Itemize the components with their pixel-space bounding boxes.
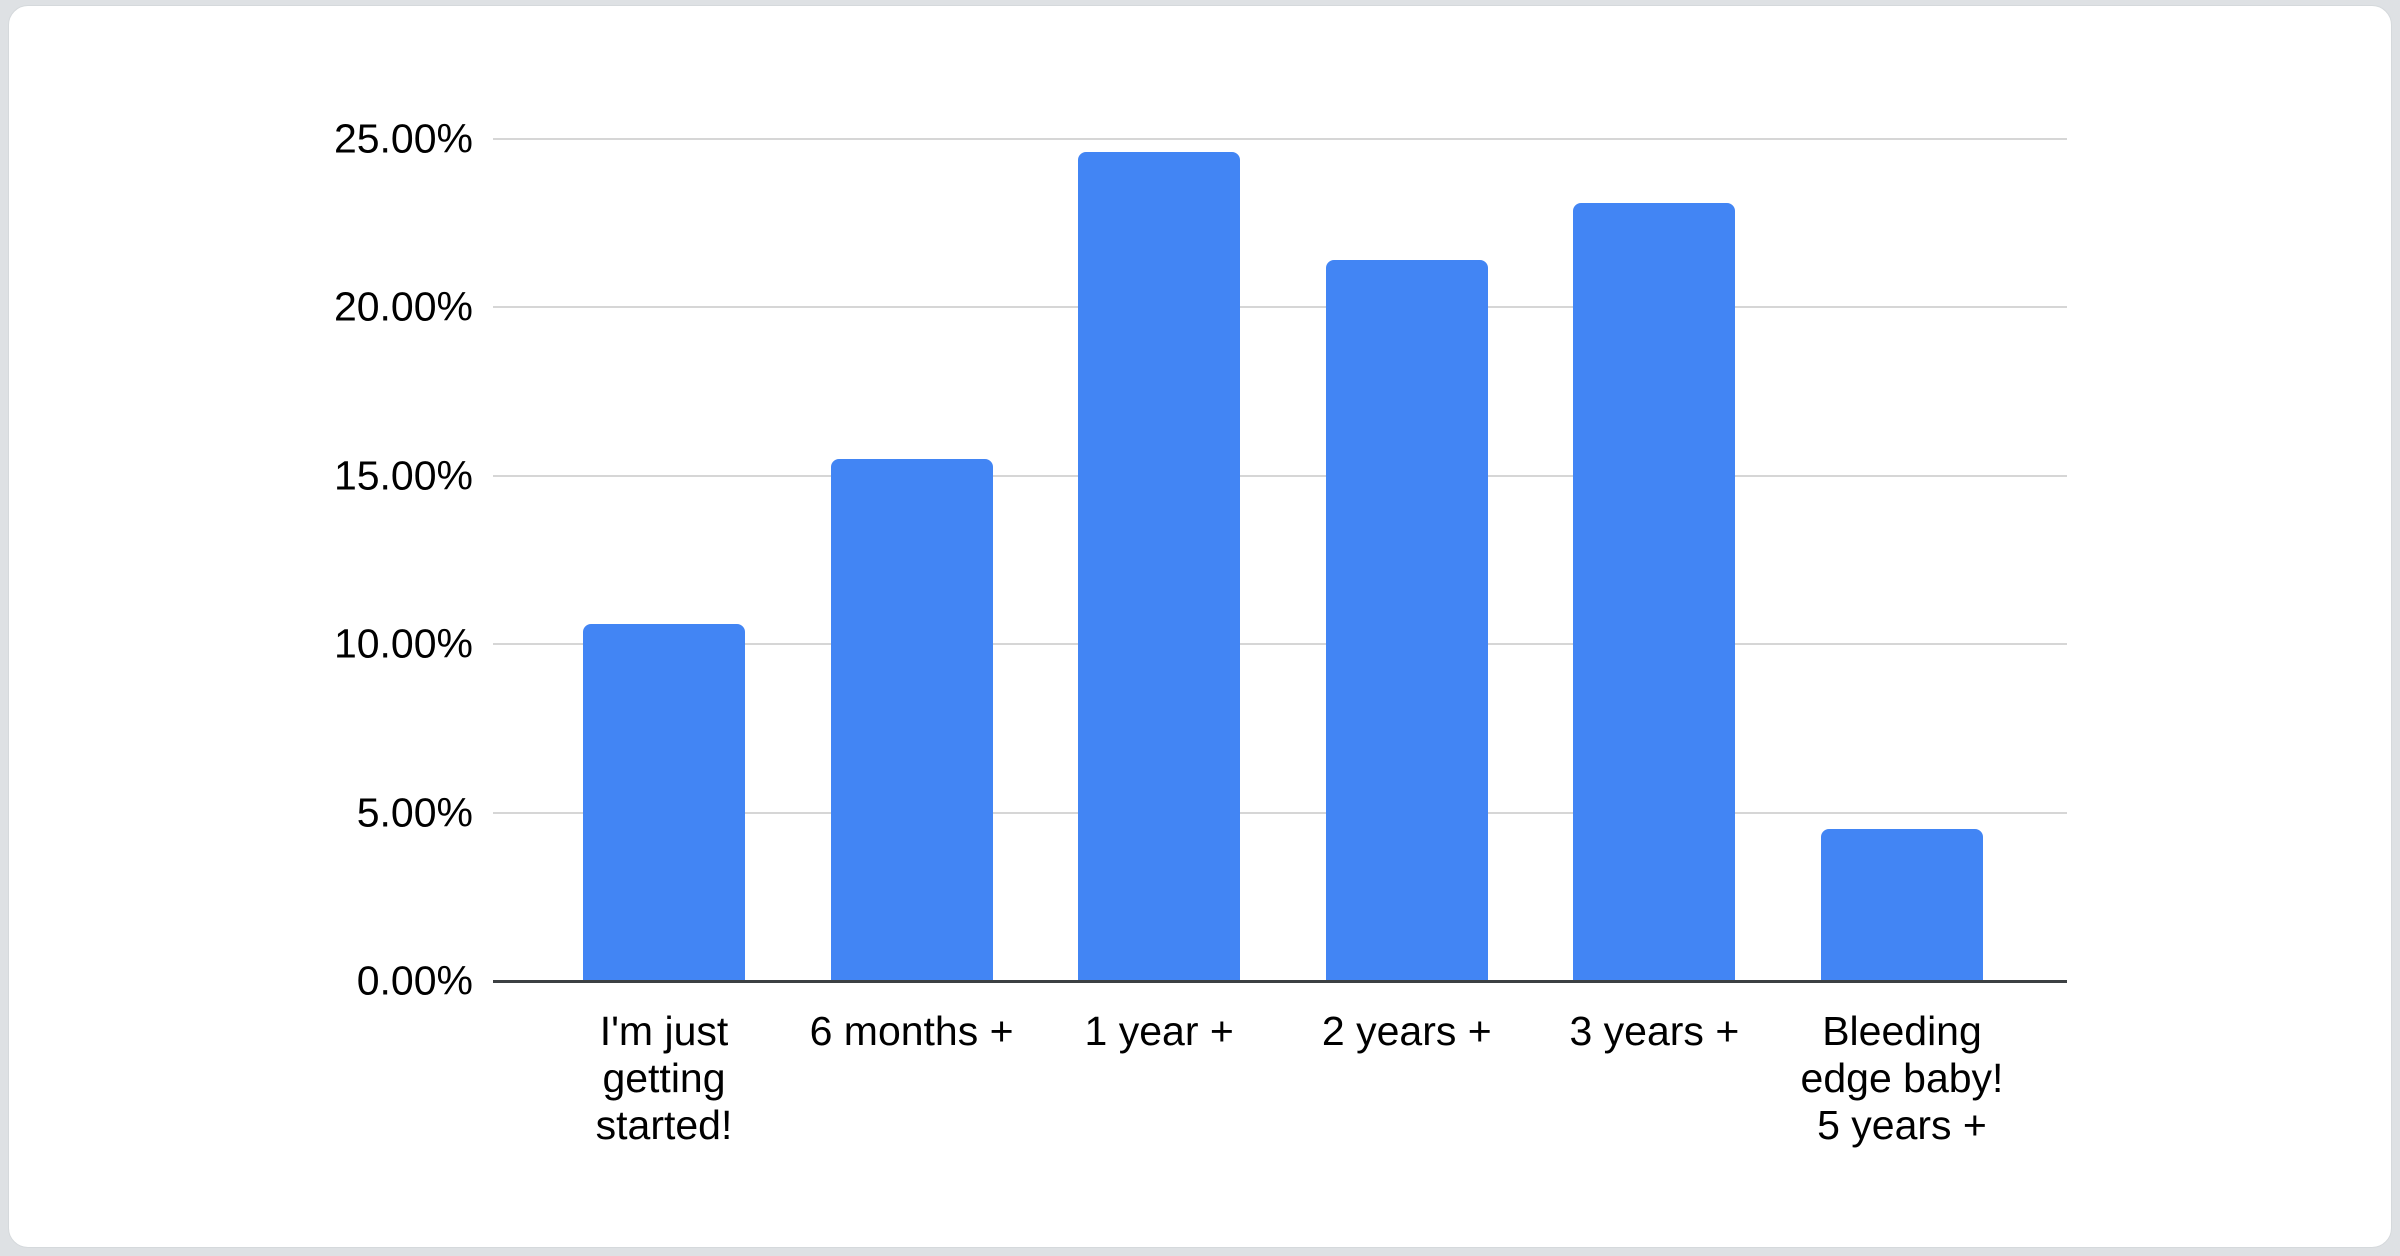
y-axis-tick-label: 0.00% — [356, 957, 473, 1004]
gridline — [493, 643, 2067, 646]
bar-6[interactable] — [1821, 829, 1983, 981]
x-axis-category-label: 1 year + — [1084, 1008, 1234, 1054]
y-axis-tick-label: 25.00% — [333, 115, 473, 162]
x-axis-category-label: I'm just getting started! — [595, 1008, 733, 1148]
x-axis-line — [493, 979, 2067, 983]
gridline — [493, 474, 2067, 477]
x-axis-category-label: 2 years + — [1321, 1008, 1492, 1054]
x-axis-category-label: Bleeding edge baby! 5 years + — [1800, 1008, 2004, 1148]
y-axis-tick-label: 20.00% — [333, 283, 473, 330]
gridline — [493, 811, 2067, 814]
bar-1[interactable] — [583, 623, 745, 981]
gridline — [493, 138, 2067, 140]
y-axis-tick-label: 5.00% — [356, 789, 473, 836]
y-axis-tick-label: 10.00% — [333, 620, 473, 667]
bar-2[interactable] — [830, 458, 993, 981]
y-axis-tick-label: 15.00% — [333, 452, 473, 499]
x-axis-category-label: 3 years + — [1569, 1008, 1740, 1054]
bar-4[interactable] — [1325, 260, 1488, 981]
bar-3[interactable] — [1078, 152, 1241, 981]
bar-5[interactable] — [1573, 202, 1736, 981]
gridline — [493, 306, 2067, 309]
x-axis-category-label: 6 months + — [809, 1008, 1014, 1054]
